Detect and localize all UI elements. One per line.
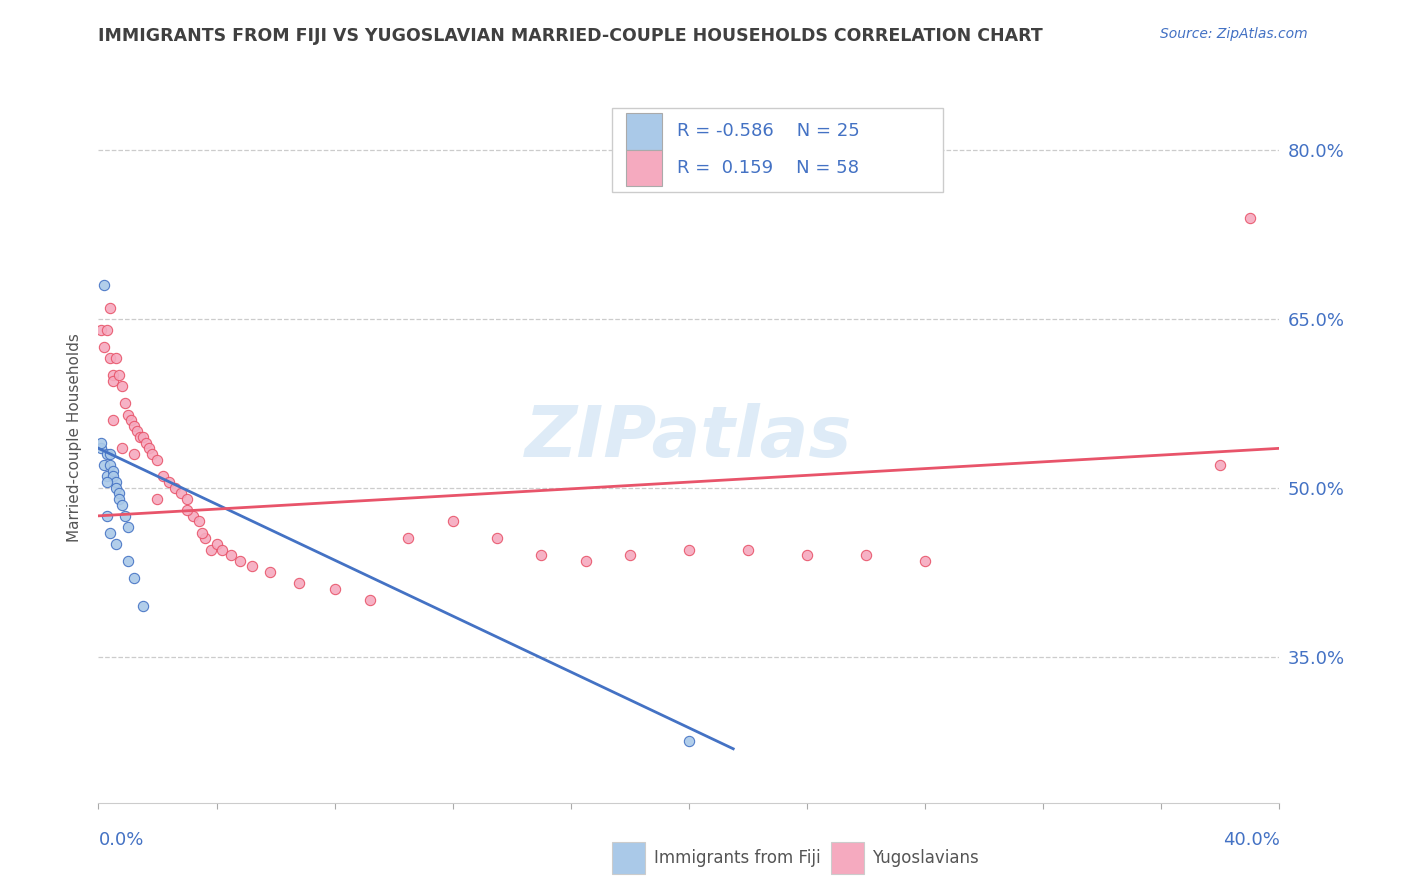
Point [114,396,136,410]
Point [128,430,150,444]
Point [229,554,252,568]
Point [117,520,139,534]
Point [146,491,169,506]
Point [93,458,115,473]
Point [96,469,118,483]
Point [98,525,121,540]
Text: IMMIGRANTS FROM FIJI VS YUGOSLAVIAN MARRIED-COUPLE HOUSEHOLDS CORRELATION CHART: IMMIGRANTS FROM FIJI VS YUGOSLAVIAN MARR… [98,27,1043,45]
Point [96,508,118,523]
Text: ZIPatlas: ZIPatlas [526,402,852,472]
FancyBboxPatch shape [612,108,943,192]
Point [187,515,209,529]
Point [259,565,281,579]
Point [114,508,136,523]
Point [796,548,818,562]
Point [93,340,115,354]
Point [288,576,311,591]
Point [90,442,112,456]
Point [135,435,157,450]
Point [122,418,145,433]
Point [194,532,217,546]
Point [152,469,174,483]
Point [323,582,346,596]
Point [132,430,155,444]
Point [176,491,198,506]
Point [108,491,131,506]
Point [111,498,134,512]
Text: Immigrants from Fiji: Immigrants from Fiji [654,848,820,867]
Y-axis label: Married-couple Households: Married-couple Households [67,333,83,541]
Point [93,278,115,293]
Point [103,464,125,478]
Text: 0.0%: 0.0% [98,831,143,849]
Point [855,548,877,562]
Point [108,486,131,500]
Point [211,542,233,557]
Point [200,542,222,557]
FancyBboxPatch shape [626,150,662,186]
Point [103,368,125,383]
Point [1209,458,1232,473]
Point [170,486,193,500]
Point [90,435,112,450]
Point [678,542,700,557]
Point [122,447,145,461]
FancyBboxPatch shape [831,841,863,874]
Point [125,425,148,439]
Point [575,554,598,568]
Point [98,447,121,461]
Point [103,374,125,388]
Point [111,379,134,393]
Point [530,548,553,562]
Point [359,593,381,607]
Point [103,413,125,427]
Point [96,475,118,489]
Point [221,548,243,562]
Text: 40.0%: 40.0% [1223,831,1279,849]
Point [120,413,142,427]
Text: Yugoslavians: Yugoslavians [872,848,979,867]
Point [205,537,228,551]
Point [737,542,759,557]
Point [1239,211,1261,225]
Point [98,458,121,473]
Point [122,571,145,585]
Point [240,559,263,574]
Point [105,351,128,366]
Point [96,323,118,337]
Point [157,475,180,489]
FancyBboxPatch shape [612,841,645,874]
Point [441,515,464,529]
Point [98,351,121,366]
Text: R =  0.159    N = 58: R = 0.159 N = 58 [678,159,859,177]
Point [181,508,204,523]
Point [176,503,198,517]
Text: R = -0.586    N = 25: R = -0.586 N = 25 [678,122,860,140]
Point [108,368,131,383]
Point [146,452,169,467]
Point [132,599,155,613]
Point [486,532,509,546]
Point [619,548,641,562]
Point [105,481,128,495]
Point [105,475,128,489]
Point [117,554,139,568]
Point [117,408,139,422]
Point [138,442,160,456]
Point [98,301,121,315]
Point [96,447,118,461]
Point [678,734,700,748]
Point [105,537,128,551]
Point [141,447,163,461]
Point [90,323,112,337]
Point [398,532,420,546]
Point [191,525,214,540]
Point [103,469,125,483]
Point [914,554,936,568]
Text: Source: ZipAtlas.com: Source: ZipAtlas.com [1160,27,1308,41]
Point [111,442,134,456]
FancyBboxPatch shape [626,113,662,150]
Point [165,481,187,495]
